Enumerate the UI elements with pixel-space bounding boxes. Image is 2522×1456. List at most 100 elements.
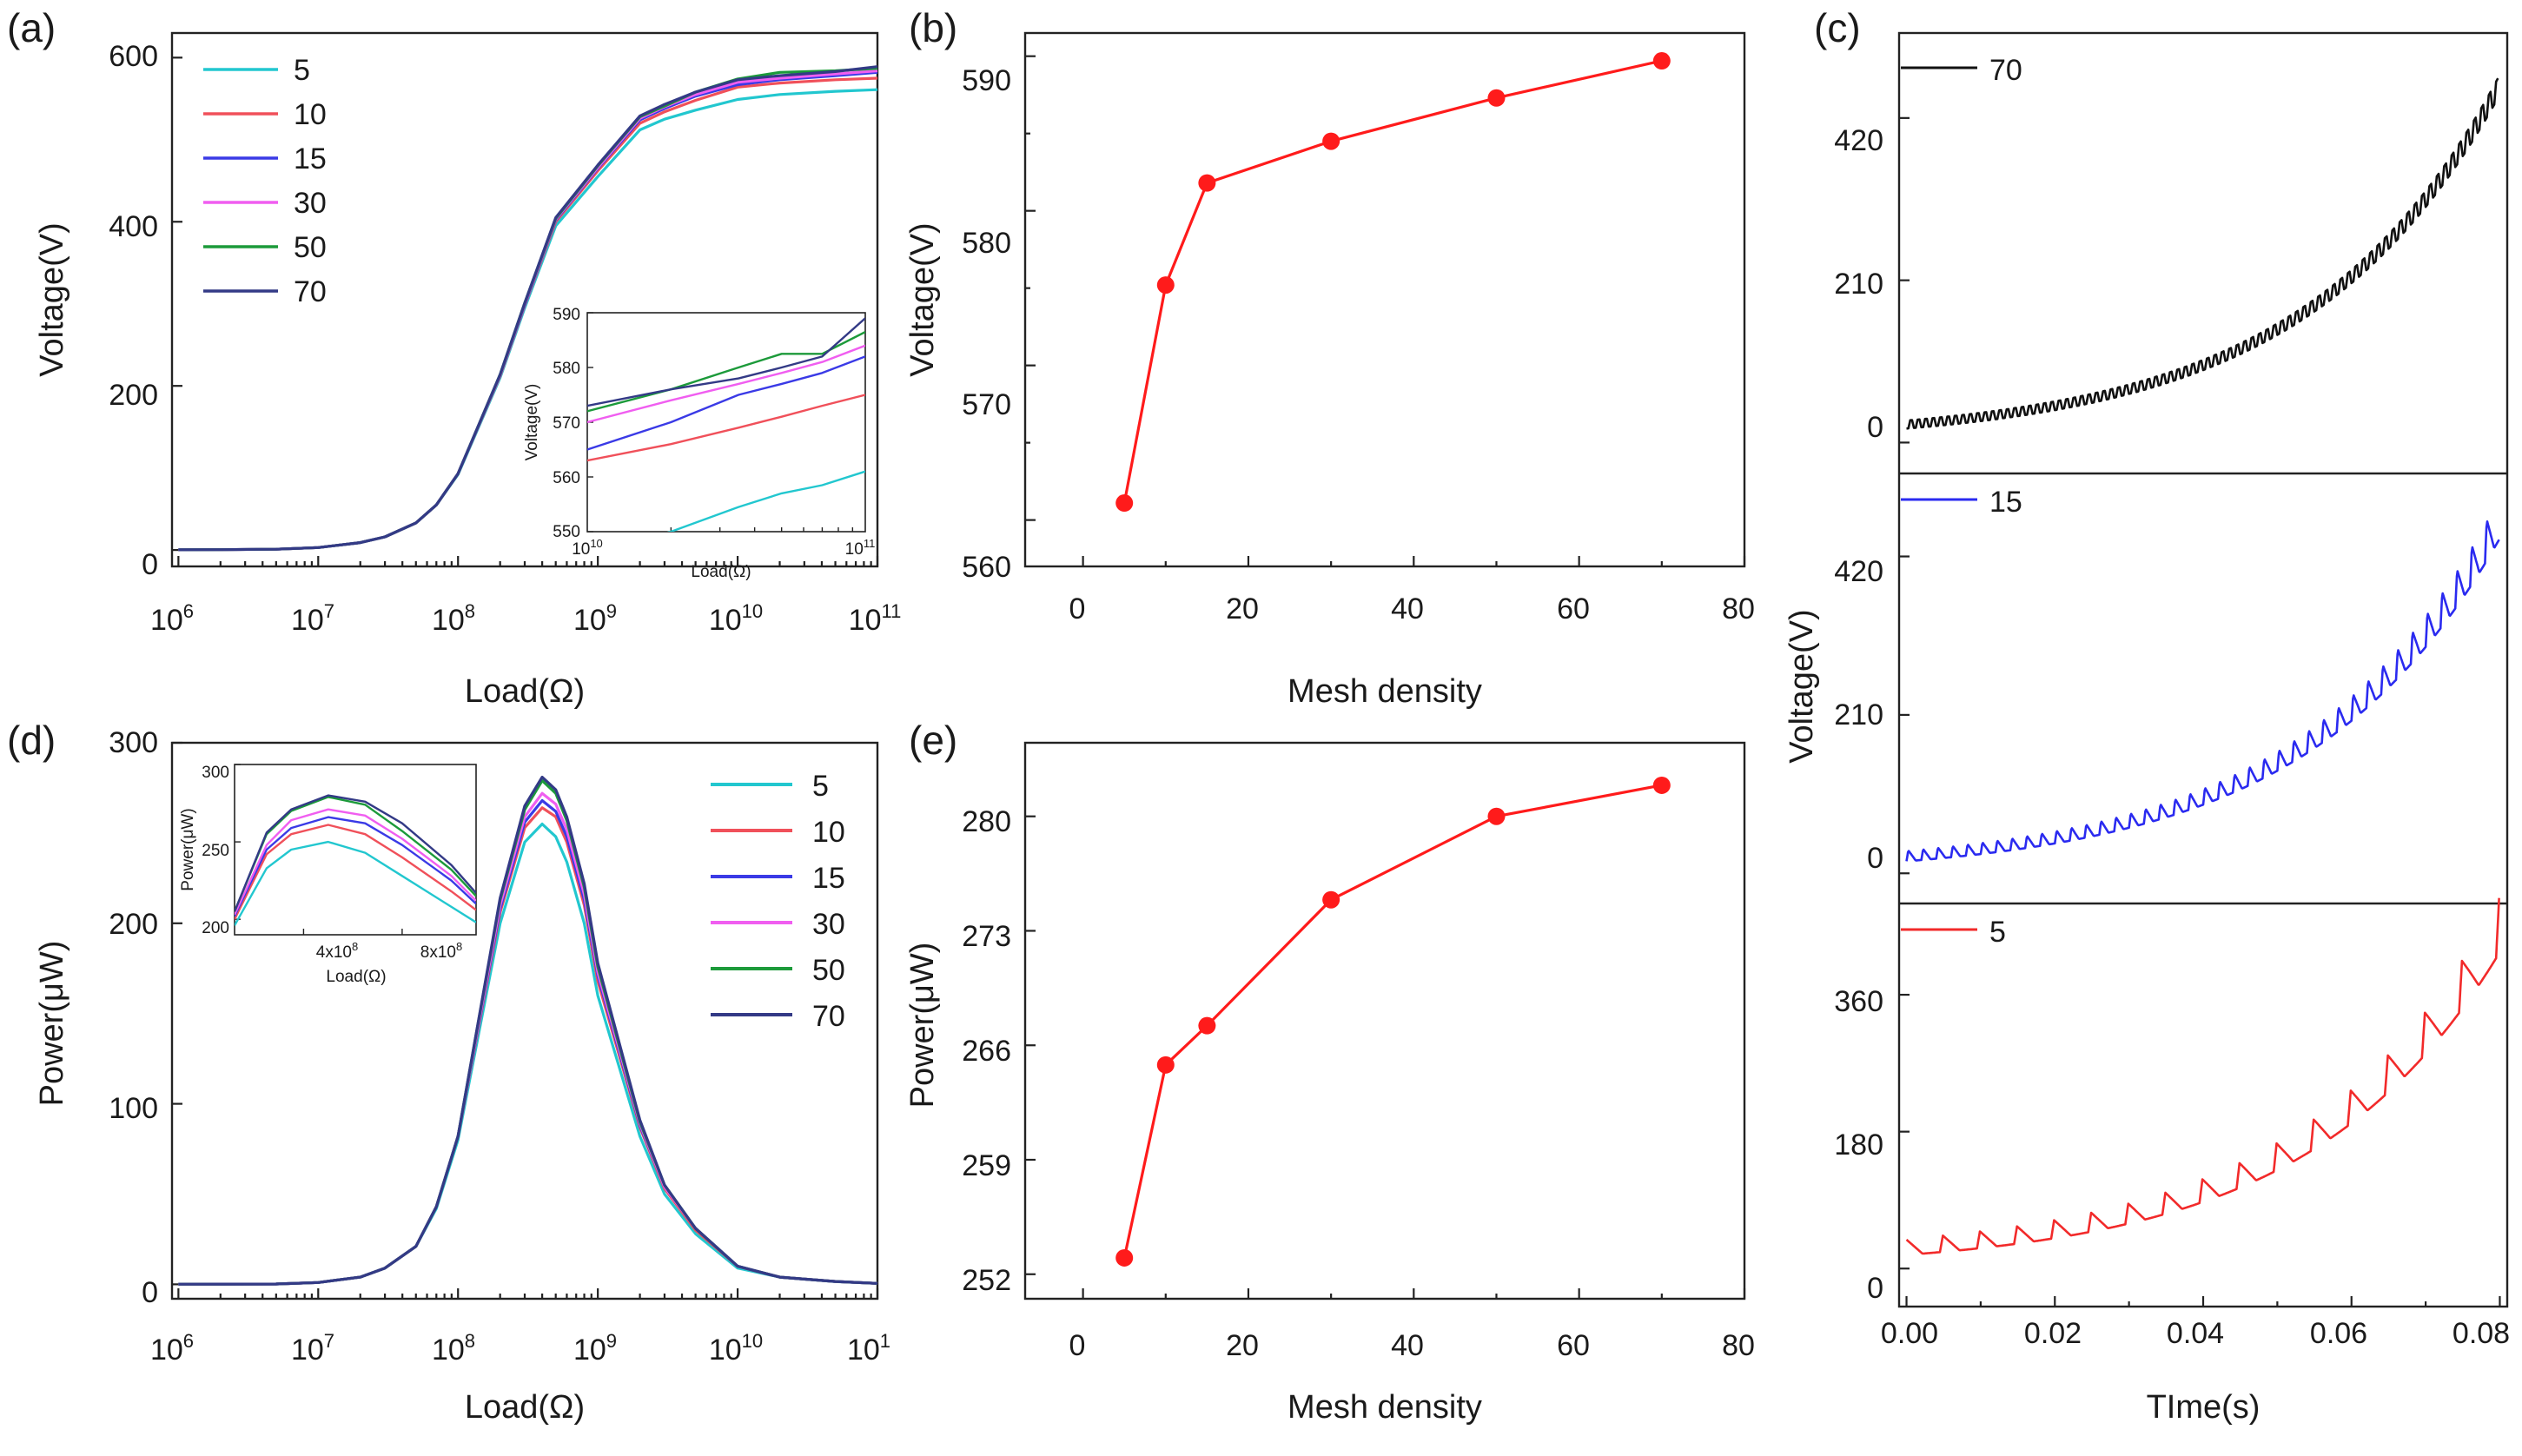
ai-ytick-4: 590: [553, 306, 580, 324]
panel-c-label: (c): [1814, 5, 1861, 50]
c2-ytick-420: 420: [1834, 555, 1883, 588]
b-point: [1487, 89, 1506, 107]
ai-ytick-2: 570: [553, 414, 580, 433]
panel-b-label: (b): [909, 5, 957, 50]
e-line: [1122, 784, 1663, 1259]
a-series-15: [178, 70, 878, 552]
a-xtick-1: 106: [150, 600, 194, 637]
d-series-10: [178, 806, 878, 1286]
di-series-15: [235, 816, 476, 917]
di-ytick-0: 200: [202, 919, 229, 937]
b-point: [1156, 276, 1175, 295]
d-legend-label-10: 10: [812, 816, 845, 849]
a-legend-label-15: 15: [294, 142, 327, 175]
e-point: [1115, 1248, 1134, 1267]
a-legend-label-50: 50: [294, 231, 327, 264]
a-series-5: [178, 88, 878, 552]
a-legend-label-70: 70: [294, 275, 327, 308]
e-xtick-3: 60: [1557, 1329, 1590, 1362]
c-xtick-1: 0.02: [2024, 1317, 2082, 1350]
c2-ytick-0: 0: [1867, 842, 1883, 875]
b-ylabel: Voltage(V): [904, 222, 941, 376]
panel-d-label: (d): [7, 718, 56, 763]
panel-a-label: (a): [7, 5, 56, 50]
c3-ytick-180: 180: [1834, 1128, 1883, 1161]
di-series-50: [235, 796, 476, 912]
di-ylabel: Power(μW): [179, 808, 197, 890]
a-ytick-0: 0: [142, 548, 158, 581]
c-xtick-4: 0.08: [2452, 1317, 2510, 1350]
e-ytick-3: 273: [962, 920, 1011, 953]
c-xtick-2: 0.04: [2167, 1317, 2224, 1350]
b-point: [1198, 174, 1216, 192]
panel-b-frame: [1023, 31, 1746, 568]
ai-ylabel: Voltage(V): [523, 384, 541, 461]
a-legend-label-10: 10: [294, 98, 327, 131]
d-xtick-6: 101: [847, 1330, 890, 1367]
e-point: [1487, 807, 1506, 825]
ai-ytick-3: 580: [553, 360, 580, 378]
c-xlabel: TIme(s): [2147, 1389, 2261, 1426]
d-legend-label-70: 70: [812, 1000, 845, 1033]
a-xtick-4: 109: [573, 600, 617, 637]
di-xtick-1: 4x108: [316, 940, 358, 962]
d-ylabel: Power(μW): [34, 941, 70, 1107]
e-ytick-2: 266: [962, 1035, 1011, 1068]
d-xtick-1: 106: [150, 1330, 194, 1367]
a-xtick-2: 107: [291, 600, 334, 637]
e-xtick-2: 40: [1391, 1329, 1424, 1362]
d-xlabel: Load(Ω): [465, 1389, 585, 1426]
b-xtick-4: 80: [1722, 592, 1755, 625]
ai-series-70: [587, 317, 865, 407]
e-point: [1322, 890, 1340, 909]
b-ytick-2: 580: [962, 227, 1011, 260]
b-xtick-1: 20: [1226, 592, 1259, 625]
d-ytick-2: 200: [109, 908, 158, 941]
a-ytick-1: 200: [109, 379, 158, 412]
c2-signal: [1905, 520, 2500, 862]
e-ytick-4: 280: [962, 805, 1011, 838]
panel-e-frame: [1023, 741, 1746, 1300]
b-ytick-1: 570: [962, 388, 1011, 421]
a-series-50: [178, 67, 878, 552]
a-xtick-5: 1010: [709, 600, 763, 637]
d-xtick-4: 109: [573, 1330, 617, 1367]
a-series-70: [178, 65, 878, 552]
b-xlabel: Mesh density: [1287, 673, 1482, 710]
e-xtick-0: 0: [1069, 1329, 1086, 1362]
b-point: [1115, 494, 1134, 513]
c-ylabel: Voltage(V): [1784, 609, 1820, 763]
c1-signal: [1906, 77, 2499, 430]
a-series-10: [178, 76, 878, 552]
a-series-30: [178, 69, 878, 552]
d-legend-label-15: 15: [812, 862, 845, 895]
c-xtick-0: 0.00: [1881, 1317, 1938, 1350]
c2-legend-label: 15: [1989, 486, 2022, 519]
c2-ytick-210: 210: [1834, 698, 1883, 731]
b-point: [1322, 132, 1340, 150]
ai-series-30: [587, 344, 865, 424]
b-xtick-0: 0: [1069, 592, 1086, 625]
a-xtick-3: 108: [432, 600, 475, 637]
c3-signal: [1905, 897, 2500, 1255]
e-xtick-4: 80: [1722, 1329, 1755, 1362]
ai-xtick-2: 1011: [845, 537, 876, 559]
d-series-5: [178, 822, 878, 1286]
c3-ytick-360: 360: [1834, 985, 1883, 1018]
c3-ytick-0: 0: [1867, 1272, 1883, 1305]
e-ytick-1: 259: [962, 1149, 1011, 1182]
e-xlabel: Mesh density: [1287, 1389, 1482, 1426]
c1-ytick-420: 420: [1834, 124, 1883, 157]
di-series-70: [235, 794, 476, 912]
e-ylabel: Power(μW): [904, 943, 941, 1109]
a-xlabel: Load(Ω): [465, 673, 585, 710]
ai-series-10: [587, 394, 865, 462]
b-ytick-0: 560: [962, 551, 1011, 584]
a-legend-label-30: 30: [294, 187, 327, 220]
ai-xlabel: Load(Ω): [691, 563, 751, 581]
d-xtick-2: 107: [291, 1330, 334, 1367]
e-point: [1198, 1016, 1216, 1035]
panel-c-frame: [1897, 31, 2509, 1308]
e-point: [1652, 776, 1671, 794]
